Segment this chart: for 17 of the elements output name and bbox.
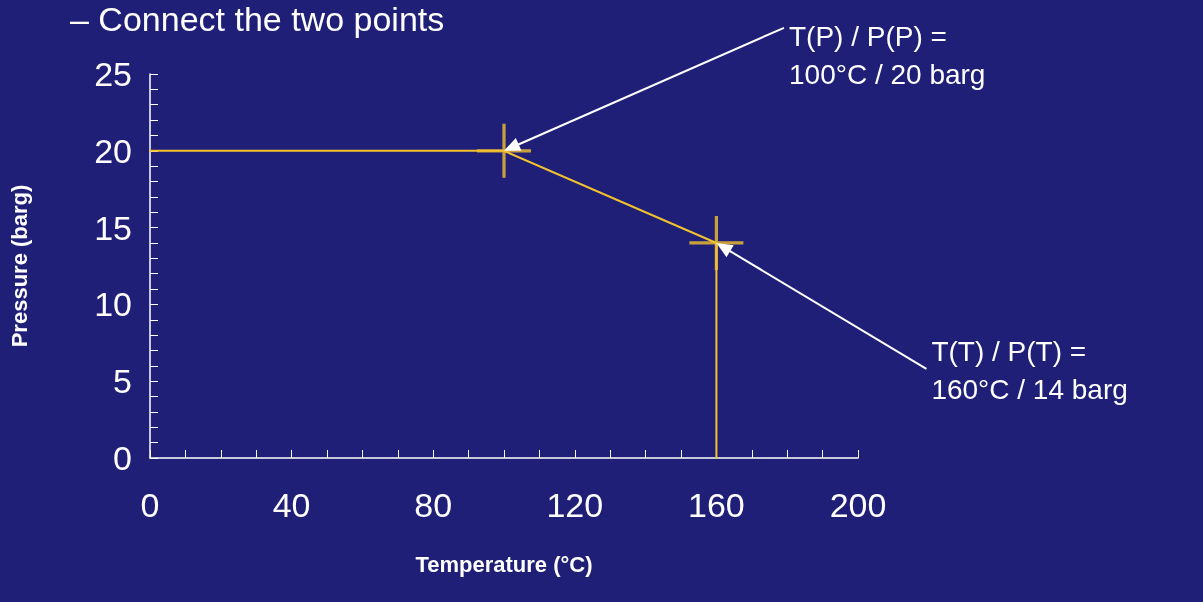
annotation: T(P) / P(P) = 100°C / 20 barg: [789, 20, 986, 90]
y-tick-label: 10: [94, 285, 132, 324]
y-tick-label: 25: [94, 55, 132, 93]
x-tick-label: 120: [546, 486, 604, 524]
x-axis-title: Temperature (°C): [415, 551, 593, 577]
y-tick-label: 20: [94, 131, 132, 170]
y-tick-label: 0: [113, 439, 132, 477]
y-tick-label: 15: [94, 208, 132, 247]
x-tick-label: 40: [272, 486, 311, 524]
y-tick-label: 5: [113, 362, 132, 401]
x-tick-label: 160: [688, 486, 745, 524]
text: T(T) / P(T) = 160°C / 14 barg: [931, 335, 1128, 405]
x-tick-label: 200: [829, 486, 887, 524]
chart-title: – Connect the two points: [70, 0, 445, 39]
x-tick-label: 80: [414, 486, 453, 524]
y-axis-title: Pressure (barg): [6, 184, 32, 348]
x-tick-label: 0: [140, 486, 160, 524]
